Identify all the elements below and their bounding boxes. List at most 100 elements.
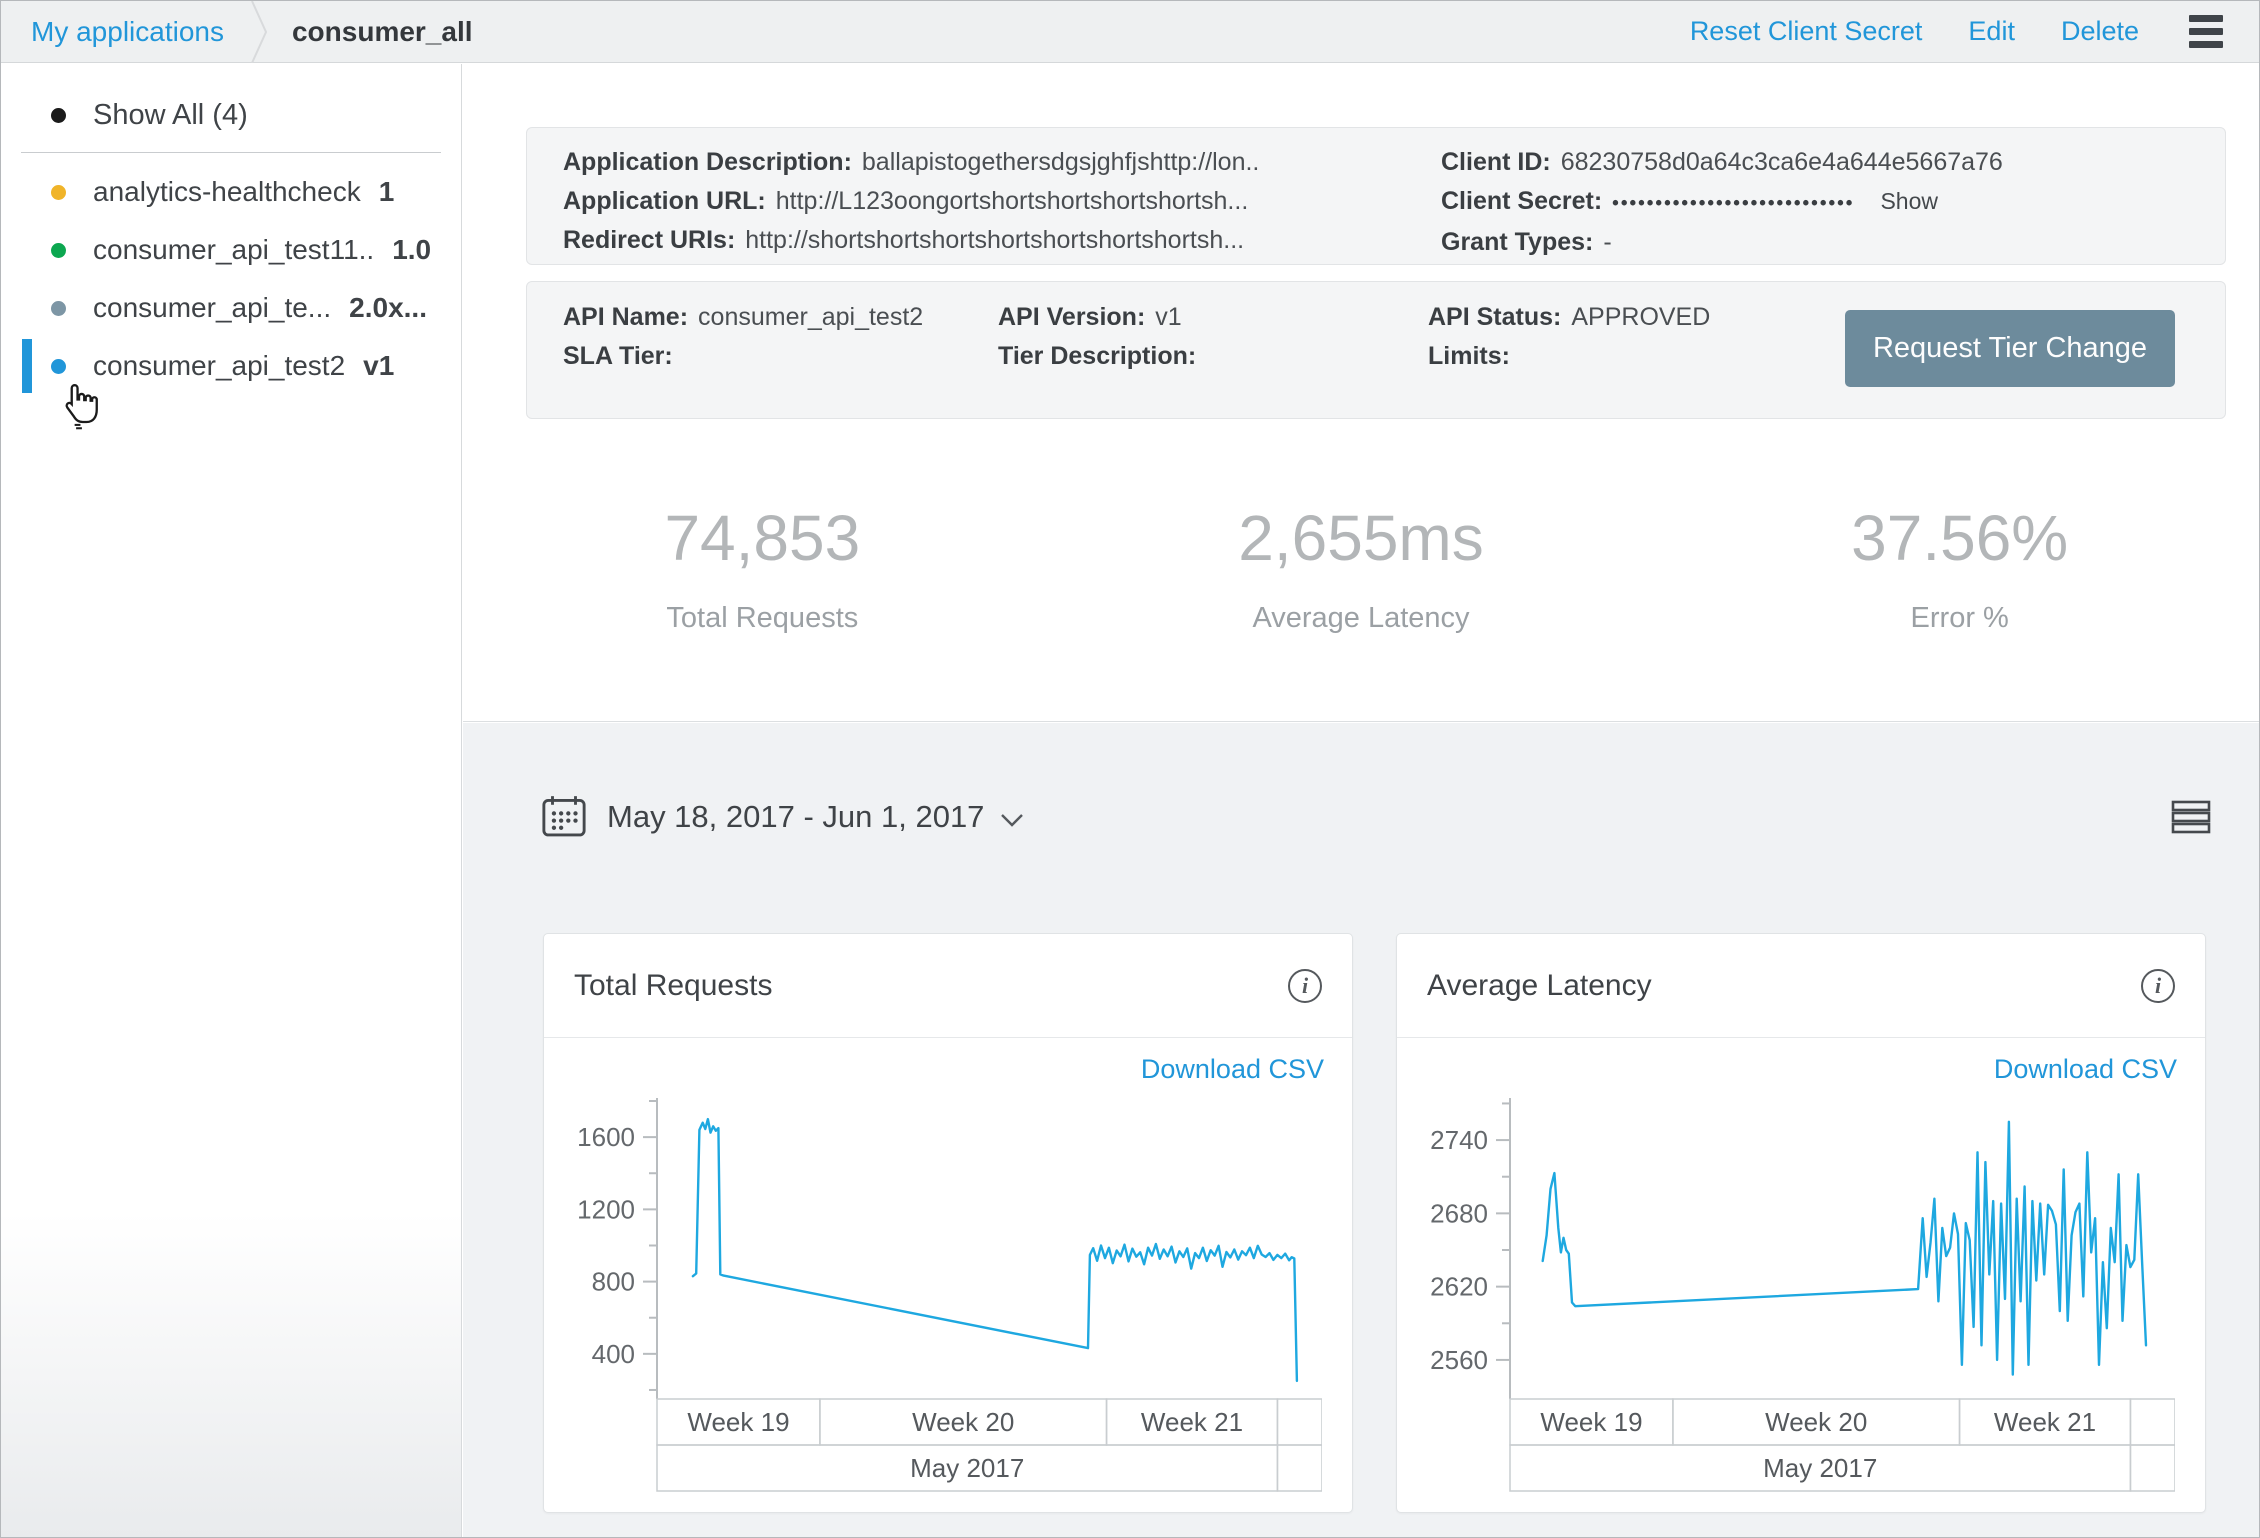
metric-total-requests: 74,853 Total Requests bbox=[463, 501, 1062, 635]
svg-text:400: 400 bbox=[592, 1339, 635, 1369]
field-label: API Status: bbox=[1428, 303, 1562, 331]
svg-text:May 2017: May 2017 bbox=[910, 1453, 1024, 1483]
api-status-row: API Status: APPROVED bbox=[1428, 298, 2225, 337]
app-version-label: 2.0x... bbox=[349, 292, 427, 323]
field-label: Client Secret: bbox=[1441, 187, 1603, 215]
edit-link[interactable]: Edit bbox=[1968, 16, 2015, 46]
total-requests-chart-card: Total Requests i Download CSV 400 800 1200… bbox=[543, 933, 1353, 1513]
request-tier-change-button[interactable]: Request Tier Change bbox=[1845, 310, 2175, 387]
selected-indicator bbox=[22, 339, 32, 393]
field-value: http://shortshortshortshortshortshortsho… bbox=[745, 226, 1245, 254]
api-name-row: API Name: consumer_api_test2 bbox=[563, 298, 998, 337]
client-id-row: Client ID: 68230758d0a64c3ca6e4a644e5667a… bbox=[1441, 143, 2225, 182]
api-col-3: API Status: APPROVED Limits: bbox=[1428, 298, 2225, 376]
details-zone: Application Description: ballapistogether… bbox=[463, 64, 2259, 722]
api-col-2: API Version: v1 Tier Description: bbox=[998, 298, 1428, 376]
app-name-label: analytics-healthcheck bbox=[93, 176, 361, 207]
field-value: ballapistogethersdgsjghfjshttp://lon.. bbox=[861, 148, 1260, 176]
svg-text:Week 20: Week 20 bbox=[1765, 1407, 1867, 1437]
sidebar-item-show-all[interactable]: Show All (4) bbox=[1, 86, 461, 144]
download-csv-link[interactable]: Download CSV bbox=[1140, 1054, 1324, 1084]
metric-average-latency: 2,655ms Average Latency bbox=[1062, 501, 1661, 635]
show-secret-link[interactable]: Show bbox=[1880, 188, 1938, 214]
status-dot bbox=[51, 358, 66, 374]
svg-text:2620: 2620 bbox=[1430, 1272, 1488, 1302]
metric-label: Total Requests bbox=[666, 602, 859, 634]
app-name-label: consumer_api_test11.. bbox=[93, 234, 375, 265]
api-status-value: APPROVED bbox=[1571, 303, 1711, 331]
sidebar-item-analytics-healthcheck[interactable]: analytics-healthcheck 1 bbox=[1, 163, 461, 221]
download-csv-link[interactable]: Download CSV bbox=[1993, 1054, 2177, 1084]
app-version-label: 1 bbox=[378, 176, 395, 207]
application-description-row: Application Description: ballapistogether… bbox=[563, 143, 1441, 182]
status-dot bbox=[51, 242, 66, 258]
api-col-1: API Name: consumer_api_test2 SLA Tier: bbox=[563, 298, 998, 376]
chart-title: Total Requests bbox=[574, 968, 773, 1002]
api-version-row: API Version: v1 bbox=[998, 298, 1428, 337]
top-bar: My applications consumer_all Reset Clien… bbox=[1, 1, 2259, 63]
field-value: http://L123oongortshortshortshortshortsh… bbox=[775, 187, 1249, 215]
api-version-value: v1 bbox=[1155, 303, 1182, 331]
metric-error-percent: 37.56% Error % bbox=[1660, 501, 2259, 635]
field-label: Limits: bbox=[1428, 342, 1510, 370]
svg-text:Week 19: Week 19 bbox=[1540, 1407, 1642, 1437]
tier-description-row: Tier Description: bbox=[998, 337, 1428, 376]
delete-link[interactable]: Delete bbox=[2060, 16, 2139, 46]
date-range-picker[interactable]: May 18, 2017 - Jun 1, 2017 bbox=[541, 793, 1024, 841]
chart-body: Download CSV 2560 2620 2680 2740 Week 19 Week… bbox=[1397, 1038, 2205, 1495]
client-id-value: 68230758d0a64c3ca6e4a644e5667a76 bbox=[1560, 148, 2003, 176]
average-latency-line-chart: 2560 2620 2680 2740 Week 19 Week 20 Week 21 May… bbox=[1430, 1098, 2175, 1492]
application-details-right: Client ID: 68230758d0a64c3ca6e4a644e5667a… bbox=[1441, 143, 2225, 264]
metric-label: Error % bbox=[1910, 602, 2009, 634]
svg-text:2560: 2560 bbox=[1430, 1345, 1488, 1375]
sidebar-item-consumer-api-test2[interactable]: consumer_api_test2 v1 bbox=[1, 337, 461, 395]
calendar-icon bbox=[542, 796, 586, 837]
chart-header: Average Latency i bbox=[1397, 934, 2205, 1038]
average-latency-chart-card: Average Latency i Download CSV 2560 2620 2… bbox=[1396, 933, 2206, 1513]
sidebar-item-consumer-api-te[interactable]: consumer_api_te... 2.0x... bbox=[1, 279, 461, 337]
breadcrumb-my-applications[interactable]: My applications bbox=[31, 15, 224, 47]
svg-text:2680: 2680 bbox=[1430, 1198, 1488, 1228]
grant-types-row: Grant Types: - bbox=[1441, 223, 2225, 262]
application-details-left: Application Description: ballapistogether… bbox=[563, 143, 1441, 264]
svg-text:1600: 1600 bbox=[577, 1122, 635, 1152]
api-details-card: API Name: consumer_api_test2 SLA Tier: AP… bbox=[526, 281, 2226, 419]
svg-text:800: 800 bbox=[592, 1267, 635, 1297]
sidebar-divider bbox=[21, 152, 441, 153]
app-name-label: consumer_api_test2 bbox=[93, 350, 346, 381]
field-label: API Name: bbox=[563, 303, 689, 331]
client-secret-masked: •••••••••••••••••••••••••••• bbox=[1612, 193, 1855, 214]
status-dot bbox=[51, 300, 66, 316]
status-dot bbox=[51, 107, 66, 123]
field-label: Grant Types: bbox=[1441, 228, 1594, 256]
svg-text:Week 21: Week 21 bbox=[1141, 1407, 1243, 1437]
metric-value: 2,655ms bbox=[1238, 502, 1484, 574]
limits-row: Limits: bbox=[1428, 337, 2225, 376]
info-icon[interactable]: i bbox=[1288, 968, 1322, 1003]
reset-client-secret-link[interactable]: Reset Client Secret bbox=[1689, 16, 1923, 46]
svg-text:1200: 1200 bbox=[577, 1194, 635, 1224]
client-secret-row: Client Secret: ••••••••••••••••••••••••••… bbox=[1441, 182, 2225, 223]
metric-value: 74,853 bbox=[664, 502, 861, 574]
info-icon[interactable]: i bbox=[2141, 968, 2175, 1003]
analytics-toolbar: May 18, 2017 - Jun 1, 2017 bbox=[541, 791, 2211, 843]
sidebar-item-consumer-api-test11[interactable]: consumer_api_test11.. 1.0 bbox=[1, 221, 461, 279]
svg-text:May 2017: May 2017 bbox=[1763, 1453, 1877, 1483]
hamburger-menu-icon[interactable] bbox=[2185, 11, 2227, 52]
redirect-uris-row: Redirect URIs: http://shortshortshortshor… bbox=[563, 221, 1441, 260]
field-label: Application URL: bbox=[563, 187, 766, 215]
chart-header: Total Requests i bbox=[544, 934, 1352, 1038]
svg-text:2740: 2740 bbox=[1430, 1125, 1488, 1155]
applications-sidebar: Show All (4) analytics-healthcheck 1 con… bbox=[1, 64, 462, 1537]
api-details-grid: API Name: consumer_api_test2 SLA Tier: AP… bbox=[563, 298, 2225, 376]
list-view-icon[interactable] bbox=[2171, 796, 2211, 838]
hand-pointer-cursor-icon bbox=[65, 384, 98, 430]
svg-text:Week 21: Week 21 bbox=[1994, 1407, 2096, 1437]
app-version-label: v1 bbox=[363, 350, 395, 381]
main-content: Application Description: ballapistogether… bbox=[463, 64, 2259, 1537]
field-label: Application Description: bbox=[563, 148, 852, 176]
date-range-label: May 18, 2017 - Jun 1, 2017 bbox=[607, 799, 985, 834]
status-dot bbox=[51, 184, 66, 200]
metric-label: Average Latency bbox=[1252, 602, 1470, 634]
